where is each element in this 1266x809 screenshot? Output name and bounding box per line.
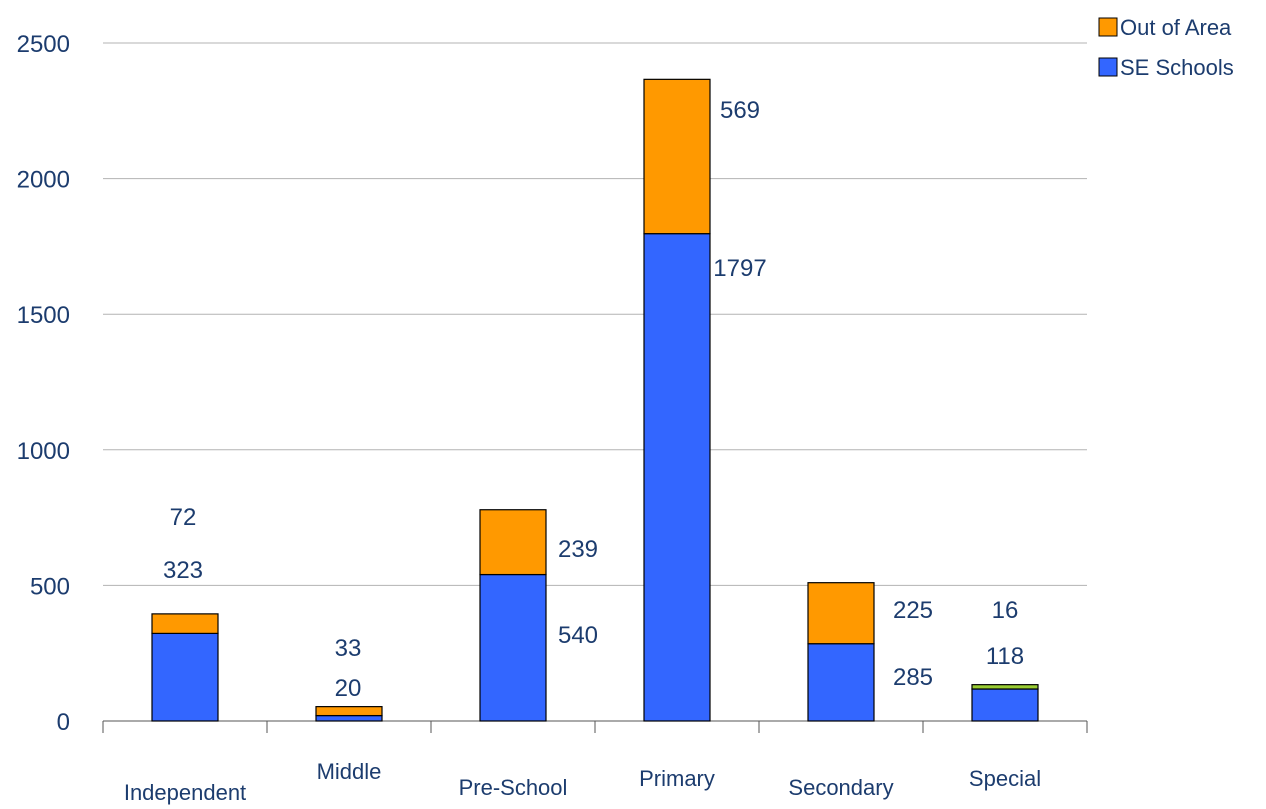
- legend-label: Out of Area: [1120, 15, 1232, 40]
- bar-se-schools: [807, 643, 875, 722]
- legend-swatch: [1098, 57, 1118, 77]
- data-label-out-of-area: 239: [558, 536, 598, 563]
- x-category-label: Middle: [317, 759, 382, 784]
- bar-se-schools: [479, 573, 547, 722]
- bars: [151, 78, 1039, 722]
- bar-se-schools: [643, 233, 711, 722]
- bar-out-of-area: [643, 78, 711, 235]
- data-label-se-schools: 20: [335, 675, 362, 702]
- data-label-out-of-area: 225: [893, 597, 933, 624]
- data-label-se-schools: 540: [558, 622, 598, 649]
- x-category-label: Pre-School: [459, 775, 568, 800]
- data-label-out-of-area: 33: [335, 635, 362, 662]
- x-category-label: Primary: [639, 766, 715, 791]
- x-category-label: Independent: [124, 780, 246, 805]
- y-tick-label: 2000: [17, 167, 70, 194]
- bar-out-of-area: [315, 706, 383, 717]
- y-axis: 0 500 1000 1500 2000 2500: [17, 31, 70, 736]
- y-tick-label: 1500: [17, 302, 70, 329]
- bar-se-schools: [151, 632, 219, 722]
- legend-swatch: [1098, 17, 1118, 37]
- bar-se-schools: [971, 688, 1039, 722]
- bar-out-of-area: [479, 509, 547, 576]
- bar-out-of-area: [151, 613, 219, 635]
- data-label-out-of-area: 569: [720, 97, 760, 124]
- legend-label: SE Schools: [1120, 55, 1234, 80]
- bar-out-of-area: [971, 684, 1039, 690]
- y-tick-label: 2500: [17, 31, 70, 58]
- x-category-label: Secondary: [788, 775, 893, 800]
- data-labels: 323 72 20 33 540 239 1797 569 285 225 118 16: [163, 97, 1024, 702]
- bar-se-schools: [315, 714, 383, 722]
- legend: Out of Area SE Schools: [1098, 15, 1234, 80]
- data-label-se-schools: 118: [986, 643, 1024, 670]
- data-label-se-schools: 1797: [713, 255, 766, 282]
- y-tick-label: 500: [30, 573, 70, 600]
- data-label-out-of-area: 16: [992, 597, 1019, 624]
- gridlines: [103, 42, 1087, 586]
- data-label-se-schools: 285: [893, 664, 933, 691]
- x-axis: Independent Middle Pre-School Primary Second…: [102, 720, 1088, 805]
- y-tick-label: 0: [57, 709, 70, 736]
- bar-out-of-area: [807, 582, 875, 645]
- x-category-label: Special: [969, 766, 1041, 791]
- data-label-se-schools: 323: [163, 557, 203, 584]
- data-label-out-of-area: 72: [170, 504, 197, 531]
- y-tick-label: 1000: [17, 438, 70, 465]
